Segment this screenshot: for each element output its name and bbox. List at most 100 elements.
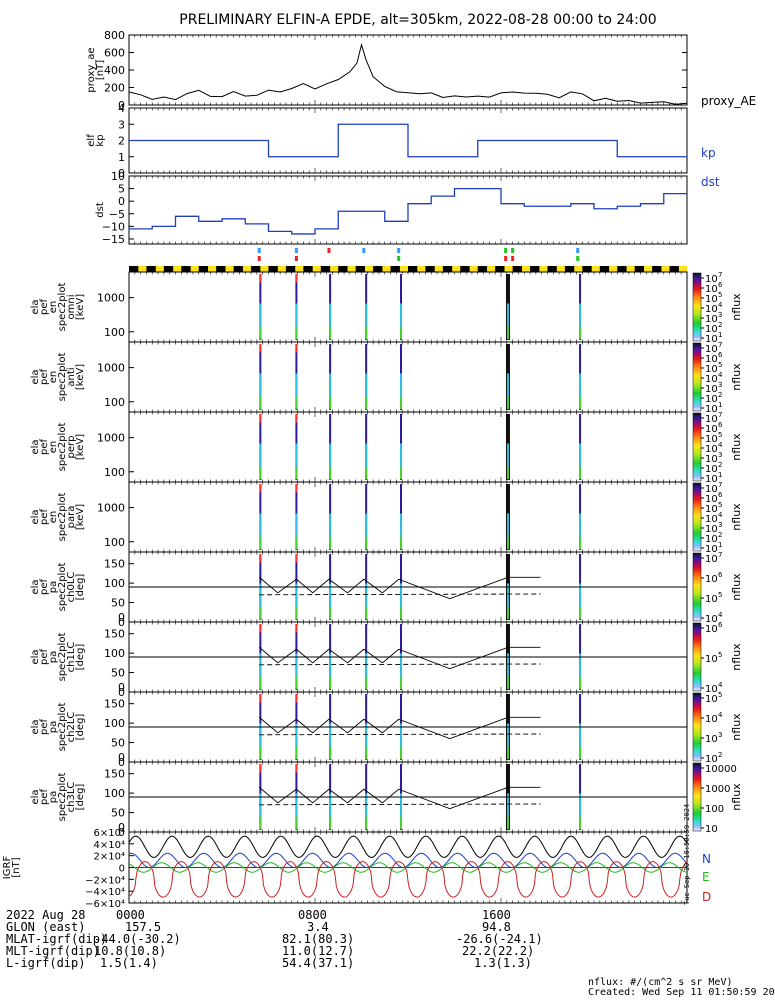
- spec-panel-2-pass-mid: [329, 443, 332, 468]
- spec-panel-5-ylabel-line-1: pef: [39, 649, 50, 666]
- orbit-bar-segment: [268, 266, 278, 272]
- spec-panel-0-pass-low: [506, 326, 509, 340]
- spec-panel-0-frame: [128, 271, 688, 343]
- spec-panel-6-colorbar-tick-exp: 4: [718, 711, 723, 719]
- igrf-ytick-label: −6×10⁴: [85, 899, 125, 910]
- spec-panel-0-pass-high: [295, 274, 298, 283]
- spec-panel-6-pa-dashed: [259, 733, 541, 736]
- spec-panel-4-pass-low: [400, 606, 403, 620]
- spec-panel-0-ylabel-line-2: en: [48, 301, 59, 314]
- kp-ylabel-line-0: elf: [86, 134, 97, 147]
- orbit-bar-segment: [338, 266, 348, 272]
- spec-panel-3-colorbar-tick-exp: 3: [718, 521, 722, 529]
- spec-panel-0-colorbar-tick-exp: 7: [718, 271, 722, 279]
- x-tick-0000: 0000: [116, 908, 145, 922]
- spec-panel-2-ytick-label: 100: [104, 466, 125, 479]
- orbit-marker: [504, 248, 508, 253]
- orbit-marker: [576, 256, 580, 261]
- spec-panel-1-colorbar-tick-label: 10: [705, 394, 718, 405]
- spec-panel-2-colorbar-tick-label: 10: [705, 454, 718, 465]
- spec-panel-4-colorbar-tick-exp: 4: [718, 611, 723, 619]
- spec-panel-4-pass-mid: [506, 583, 509, 608]
- orbit-bar-segment: [233, 266, 243, 272]
- lshell-v2: 1.3(1.3): [474, 956, 532, 970]
- glon-v1: 3.4: [307, 920, 329, 934]
- spec-panel-5-ylabel-line-3: spec2plot: [57, 633, 68, 682]
- spec-panel-1-pass-low: [506, 396, 509, 410]
- orbit-bar-segment: [460, 266, 470, 272]
- spec-panel-2-ylabel-line-2: en: [48, 441, 59, 454]
- mlt-v2: 22.2(22.2): [462, 944, 535, 958]
- spec-panel-3-colorbar-tick-exp: 1: [718, 541, 722, 549]
- spec-panel-0-colorbar-label: nflux: [730, 293, 743, 321]
- spec-panel-3-colorbar-tick-exp: 4: [718, 511, 723, 519]
- spec-panel-1-colorbar-label: nflux: [730, 363, 743, 391]
- spec-panel-1-ytick-label: 100: [104, 396, 125, 409]
- spec-panel-3-colorbar-label: nflux: [730, 503, 743, 531]
- spec-panel-5-ytick-label: 150: [104, 628, 125, 641]
- spec-panel-7-colorbar-label: nflux: [730, 783, 743, 811]
- orbit-marker: [576, 248, 580, 253]
- spec-panel-4-ylabel-line-1: pef: [39, 579, 50, 596]
- igrf-ylabel-line-1: [nT]: [11, 857, 22, 877]
- spec-panel-6-ytick-label: 150: [104, 698, 125, 711]
- spec-panel-0-colorbar-tick-label: 10: [705, 314, 718, 325]
- spec-panel-7-ylabel-line-4: ch3LC: [66, 782, 77, 813]
- spec-panel-5-ylabel-line-2: pa: [48, 651, 59, 663]
- orbit-marker: [511, 248, 515, 253]
- dst-ytick-label: −10: [102, 220, 125, 233]
- spec-panel-7-ytick-label: 0: [118, 826, 125, 839]
- spec-panel-2-ytick-label: 1000: [97, 432, 125, 445]
- spec-panel-2-colorbar-tick-exp: 7: [718, 411, 722, 419]
- spec-panel-4-pass-high: [259, 554, 262, 563]
- spec-panel-3-colorbar-tick-label: 10: [705, 524, 718, 535]
- spec-panel-7-pass-mid: [506, 793, 509, 818]
- spec-panel-6-pa-boundary: [258, 716, 541, 740]
- igrf-legend-d: D: [702, 890, 711, 904]
- spec-panel-7-ytick-label: 100: [104, 787, 125, 800]
- orbit-bar-segment: [495, 266, 505, 272]
- spec-panel-7-pass-low: [329, 816, 332, 830]
- spec-panel-4-ytick-label: 100: [104, 577, 125, 590]
- spec-panel-6-colorbar-tick-exp: 2: [718, 751, 722, 759]
- dst-line: [129, 187, 687, 235]
- spec-panel-6-pass-low: [506, 746, 509, 760]
- spec-panel-3-pass-mid: [295, 513, 298, 538]
- spec-panel-0-pass-mid: [506, 303, 509, 328]
- spec-panel-3-colorbar-tick-label: 10: [705, 534, 718, 545]
- orbit-bar-segment: [303, 266, 313, 272]
- spec-panel-7-pass-mid: [329, 793, 332, 818]
- dst-ytick-label: −5: [109, 208, 125, 221]
- spec-panel-3-colorbar-tick-exp: 7: [718, 481, 722, 489]
- spec-panel-5-ytick-label: 0: [118, 686, 125, 699]
- spec-panel-2-pass-low: [365, 466, 368, 480]
- spec-panel-2-ylabel-line-0: ela: [30, 439, 41, 454]
- dst-ytick-label: −15: [102, 233, 125, 246]
- spec-panel-3-pass-mid: [259, 513, 262, 538]
- spec-panel-0-colorbar-tick-exp: 1: [718, 331, 722, 339]
- glon-v0: 157.5: [125, 920, 162, 934]
- orbit-bar-segment: [146, 266, 156, 272]
- spec-panel-0-colorbar-tick-label: 10: [705, 294, 718, 305]
- spec-panel-0-colorbar-tick-label: 10: [705, 334, 718, 345]
- orbit-marker: [257, 248, 261, 253]
- spec-panel-0-colorbar-tick-exp: 5: [718, 291, 722, 299]
- spec-panel-4-ytick-label: 50: [111, 597, 125, 610]
- spec-panel-3-pass-mid: [365, 513, 368, 538]
- orbit-bar-segment: [129, 266, 139, 272]
- spec-panel-1-pass-low: [365, 396, 368, 410]
- spec-panel-4-pass-high: [295, 554, 298, 563]
- spec-panel-1-pass-low: [259, 396, 262, 410]
- spec-panel-6-colorbar-tick-label: 10: [705, 754, 718, 765]
- spec-panel-5-colorbar-tick-exp: 5: [718, 651, 722, 659]
- spec-panel-2-colorbar-tick-label: 10: [705, 424, 718, 435]
- spec-panel-0-pass-low: [259, 326, 262, 340]
- spec-panel-2-colorbar-tick-exp: 5: [718, 431, 722, 439]
- orbit-marker: [511, 256, 515, 261]
- spec-panel-5-pass-low: [365, 676, 368, 690]
- glon-label: GLON (east): [6, 920, 86, 934]
- dst-ytick-label: 5: [118, 183, 125, 196]
- spec-panel-5-pass-mid: [329, 653, 332, 678]
- orbit-bar-segment: [216, 266, 226, 272]
- spec-panel-1-colorbar-tick-label: 10: [705, 384, 718, 395]
